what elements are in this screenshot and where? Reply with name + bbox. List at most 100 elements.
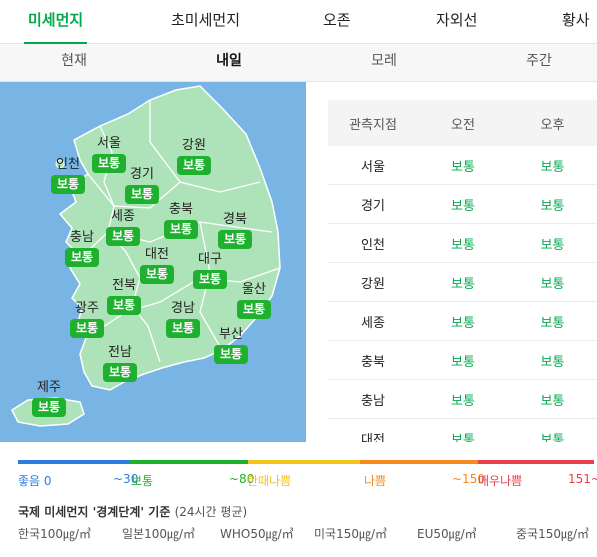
tab-day-after[interactable]: 모레	[371, 53, 397, 69]
status-badge: 보통	[102, 363, 138, 382]
table-row: 인천 보통 보통	[328, 224, 597, 263]
tab-fine-dust[interactable]: 미세먼지	[23, 0, 88, 44]
status-badge: 보통	[236, 300, 272, 319]
map-region-gyeongbuk[interactable]: 경북 보통	[205, 212, 265, 249]
location-cell: 충남	[361, 393, 385, 409]
region-name: 세종	[111, 209, 135, 224]
table-row: 대전 보통 보통	[328, 419, 597, 443]
morning-cell: 보통	[451, 393, 475, 409]
status-badge: 보통	[163, 220, 199, 239]
region-name: 충북	[169, 202, 193, 217]
morning-cell: 보통	[451, 198, 475, 214]
standard-list: 한국100㎍/㎥ 일본100㎍/㎥ WHO50㎍/㎥ 미국150㎍/㎥ EU50…	[18, 525, 594, 543]
table-row: 경기 보통 보통	[328, 185, 597, 224]
scale-label-30: ~30	[113, 472, 139, 486]
table-row: 충남 보통 보통	[328, 380, 597, 419]
map-region-chungnam[interactable]: 충남 보통	[52, 230, 112, 267]
map-region-ulsan[interactable]: 울산 보통	[224, 282, 284, 319]
standard-title: 국제 미세먼지 '경계단계' 기준 (24시간 평균)	[18, 503, 247, 520]
morning-cell: 보통	[451, 237, 475, 253]
morning-cell: 보통	[451, 159, 475, 175]
scale-label-good: 좋음 0	[18, 474, 52, 488]
map-region-gangwon[interactable]: 강원 보통	[164, 138, 224, 175]
region-name: 인천	[56, 157, 80, 172]
location-cell: 경기	[361, 198, 385, 214]
scale-bar-normal	[130, 460, 248, 464]
standard-japan: 일본100㎍/㎥	[122, 527, 196, 541]
tab-tomorrow[interactable]: 내일	[216, 53, 242, 69]
region-name: 경남	[171, 301, 195, 316]
status-badge: 보통	[124, 185, 160, 204]
standard-title-text: 국제 미세먼지 '경계단계' 기준	[18, 505, 171, 519]
tab-weekly[interactable]: 주간	[526, 53, 552, 69]
standard-who: WHO50㎍/㎥	[220, 527, 294, 541]
map-region-sejong[interactable]: 세종 보통	[93, 209, 153, 246]
header-morning: 오전	[451, 117, 475, 133]
location-cell: 인천	[361, 237, 385, 253]
location-cell: 대전	[361, 432, 385, 443]
map-region-seoul[interactable]: 서울 보통	[79, 136, 139, 173]
region-name: 경기	[130, 167, 154, 182]
scale-label-80: ~80	[229, 472, 255, 486]
status-badge: 보통	[106, 296, 142, 315]
tab-now[interactable]: 현재	[61, 53, 87, 69]
map-region-jeonbuk[interactable]: 전북 보통	[94, 278, 154, 315]
tab-yellow-dust[interactable]: 황사	[562, 11, 590, 29]
afternoon-cell: 보통	[540, 198, 565, 214]
status-badge: 보통	[139, 265, 175, 284]
standard-title-sub: (24시간 평균)	[174, 505, 248, 519]
status-badge: 보통	[176, 156, 212, 175]
map-region-daejeon[interactable]: 대전 보통	[127, 247, 187, 284]
afternoon-cell: 보통	[540, 276, 565, 292]
location-cell: 강원	[361, 276, 385, 292]
status-badge: 보통	[50, 175, 86, 194]
map-region-incheon[interactable]: 인천 보통	[38, 157, 98, 194]
scale-bar-good	[18, 460, 130, 464]
map-region-daegu[interactable]: 대구 보통	[180, 252, 240, 289]
table-row: 세종 보통 보통	[328, 302, 597, 341]
map-region-gyeongnam[interactable]: 경남 보통	[153, 301, 213, 338]
status-badge: 보통	[192, 270, 228, 289]
region-name: 경북	[223, 212, 247, 227]
status-badge: 보통	[31, 398, 67, 417]
map-region-gyeonggi[interactable]: 경기 보통	[112, 167, 172, 204]
location-cell: 충북	[361, 354, 385, 370]
map-region-jeju[interactable]: 제주 보통	[19, 380, 79, 417]
scale-label-normal: 보통	[131, 474, 154, 488]
morning-cell: 보통	[451, 354, 475, 370]
status-badge: 보통	[105, 227, 141, 246]
table-row: 서울 보통 보통	[328, 146, 597, 185]
map-region-jeonnam[interactable]: 전남 보통	[90, 345, 150, 382]
table-row: 충북 보통 보통	[328, 341, 597, 380]
afternoon-cell: 보통	[540, 237, 565, 253]
scale-bar-bad	[360, 460, 478, 464]
status-badge: 보통	[91, 154, 127, 173]
region-name: 부산	[219, 327, 243, 342]
standard-usa: 미국150㎍/㎥	[314, 527, 388, 541]
region-name: 울산	[242, 282, 266, 297]
status-badge: 보통	[213, 345, 249, 364]
tab-ozone[interactable]: 오존	[323, 11, 351, 29]
morning-cell: 보통	[451, 315, 475, 331]
header-afternoon: 오후	[540, 117, 565, 133]
region-name: 대구	[198, 252, 222, 267]
scale-label-temp-bad: 한때나쁨	[247, 474, 292, 488]
scale-label-151: 151~	[568, 472, 597, 486]
korea-map: 서울 보통 강원 보통 인천 보통 경기 보통 세종 보통 충북 보통 경북 보…	[0, 82, 306, 442]
standard-korea: 한국100㎍/㎥	[18, 527, 92, 541]
scale-bar-temp-bad	[248, 460, 360, 464]
tab-uv[interactable]: 자외선	[436, 11, 478, 29]
region-name: 강원	[182, 138, 206, 153]
day-tab-bar: 현재 내일 모레 주간	[0, 44, 597, 82]
table-row: 강원 보통 보통	[328, 263, 597, 302]
map-region-chungbuk[interactable]: 충북 보통	[151, 202, 211, 239]
tab-ultrafine-dust[interactable]: 초미세먼지	[171, 11, 241, 29]
map-region-gwangju[interactable]: 광주 보통	[57, 301, 117, 338]
grade-scale: 좋음 0 ~30 보통 ~80 한때나쁨 나쁨 ~150 매우나쁨 151~	[18, 460, 597, 490]
map-region-busan[interactable]: 부산 보통	[201, 327, 261, 364]
scale-label-bad: 나쁨	[364, 474, 387, 488]
table-header: 관측지점 오전 오후	[328, 100, 597, 146]
region-name: 전북	[112, 278, 136, 293]
morning-cell: 보통	[451, 276, 475, 292]
afternoon-cell: 보통	[540, 315, 565, 331]
